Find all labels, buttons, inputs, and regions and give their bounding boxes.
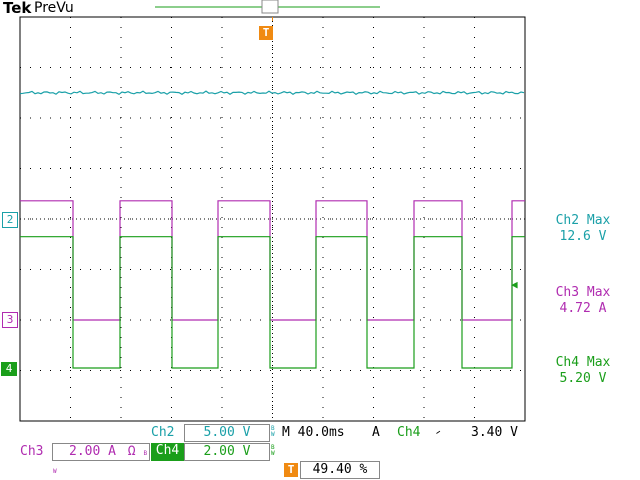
measurement-name: Ch3 Max: [555, 285, 611, 300]
ch2-waveform: [19, 90, 525, 96]
measurement-name: Ch2 Max: [555, 213, 611, 228]
ch3-bandwidth-icon: B W: [53, 450, 148, 475]
trigger-mode: A: [372, 425, 380, 440]
waveform-traces: [19, 17, 525, 369]
trigger-position[interactable]: 49.40 %: [300, 461, 380, 479]
measurement-ch2-max: Ch2 Max 12.6 V: [540, 213, 626, 245]
measurement-ch3-max: Ch3 Max 4.72 A: [540, 285, 626, 317]
ch4-waveform: [20, 236, 525, 369]
graticule-grid: [20, 17, 525, 421]
brand-logo: Tek: [3, 0, 32, 17]
trigger-position-icon: T: [284, 463, 298, 477]
ch3-ground-marker[interactable]: 3: [2, 312, 18, 328]
trigger-source[interactable]: Ch4: [397, 425, 421, 440]
trigger-position-marker[interactable]: T: [259, 26, 273, 40]
ch3-scale: 2.00 A: [69, 444, 116, 459]
ch4-bandwidth-icon: B W: [271, 444, 275, 457]
measurement-name: Ch4 Max: [555, 355, 611, 370]
ch3-label[interactable]: Ch3: [20, 444, 44, 459]
ch4-label[interactable]: Ch4: [151, 443, 184, 461]
trigger-slope-icon: ⹝: [436, 425, 441, 440]
record-bracket: [261, 0, 279, 14]
ch4-scale[interactable]: 2.00 V: [184, 443, 270, 461]
ch3-impedance-icon: Ω: [127, 444, 136, 459]
ch2-bandwidth-icon: B W: [271, 425, 275, 438]
ch4-ground-marker[interactable]: 4: [1, 362, 17, 376]
ch2-label[interactable]: Ch2: [151, 425, 175, 440]
trigger-level-arrow-icon[interactable]: ◀: [511, 278, 518, 291]
ch2-ground-marker[interactable]: 2: [2, 212, 18, 228]
measurement-ch4-max: Ch4 Max 5.20 V: [540, 355, 626, 387]
timebase[interactable]: M 40.0ms: [282, 425, 345, 440]
measurement-value: 12.6 V: [559, 229, 607, 244]
measurement-value: 4.72 A: [559, 301, 607, 316]
trigger-level[interactable]: 3.40 V: [471, 425, 518, 440]
acquisition-mode: PreVu: [34, 0, 74, 16]
measurement-value: 5.20 V: [559, 371, 607, 386]
ch2-scale[interactable]: 5.00 V: [184, 424, 270, 442]
ch3-scale-box[interactable]: 2.00 A Ω B W: [52, 443, 150, 475]
